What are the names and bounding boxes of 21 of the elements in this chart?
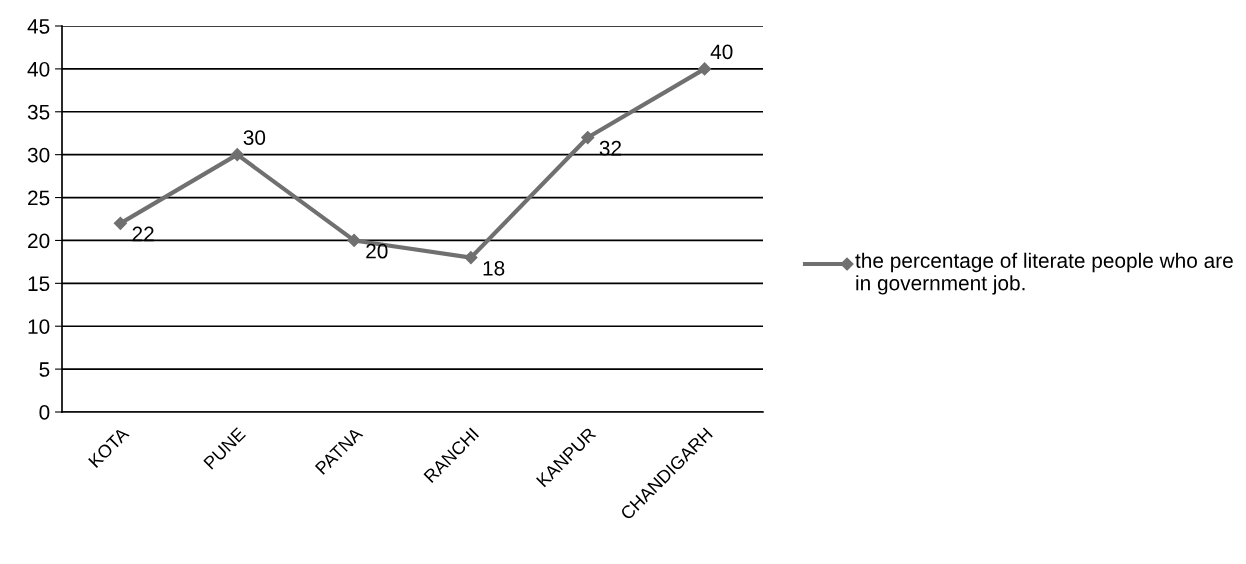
y-tick-label: 40 [27,61,50,77]
point [113,216,128,230]
point [347,233,361,248]
y-tick-label: 20 [28,233,50,249]
point [697,62,712,76]
point [581,130,595,145]
y-tick-label: 25 [28,190,50,206]
data-label: 20 [366,243,388,259]
data-label: 30 [243,130,266,145]
y-tick-label: 15 [28,276,50,292]
y-tick-label: 0 [39,405,50,420]
y-tick-label: 5 [39,362,50,377]
data-label: 40 [710,44,733,60]
y-tick-label: 30 [27,147,50,163]
y-tick-label: 10 [28,319,50,334]
point [230,148,244,162]
legend-label: the percentage of literate people who are in government job. [855,252,1233,295]
point [464,251,478,265]
y-tick-label: 35 [27,104,50,120]
y-tick-label: 45 [27,19,50,34]
data-label: 18 [483,260,505,276]
